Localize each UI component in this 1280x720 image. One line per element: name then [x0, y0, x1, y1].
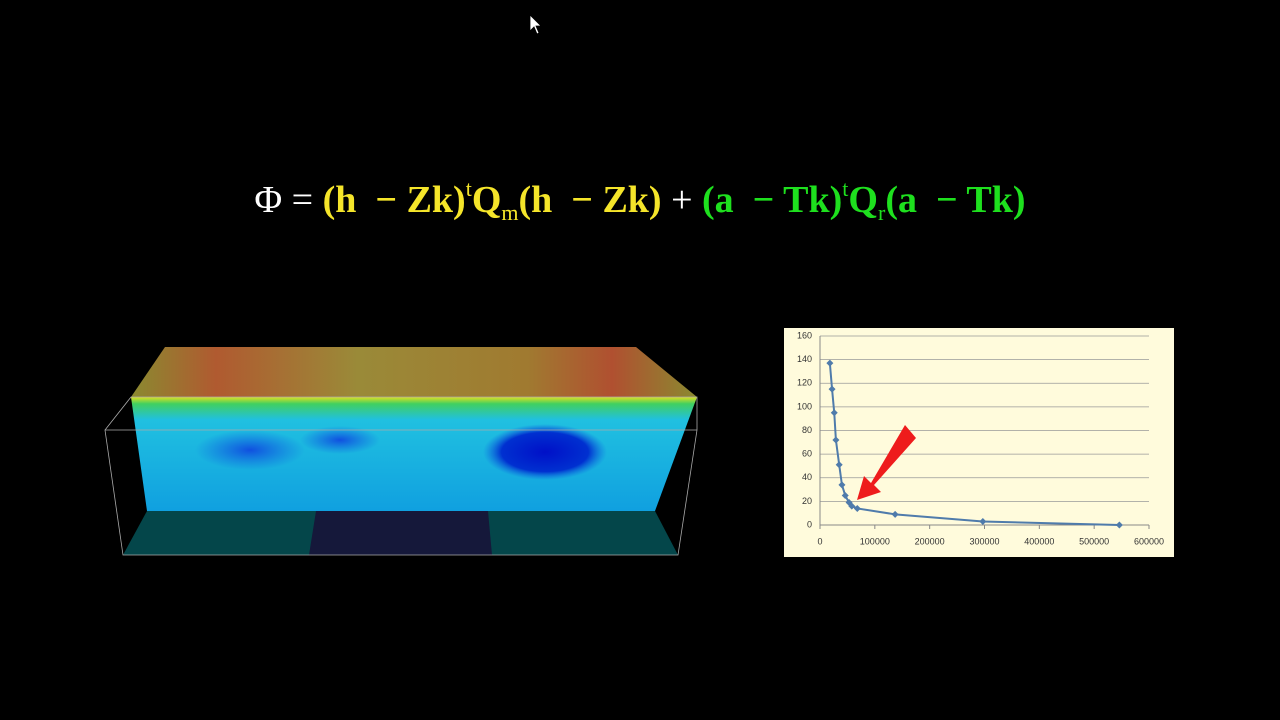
low-zone	[483, 424, 607, 480]
eq-part: Q	[848, 179, 878, 221]
y-tick-label: 60	[802, 449, 812, 459]
y-tick-label: 20	[802, 496, 812, 506]
y-tick-label: 160	[797, 330, 812, 340]
y-tick-label: 80	[802, 425, 812, 435]
model-3d	[104, 347, 698, 556]
x-tick-label: 100000	[860, 536, 890, 546]
y-tick-label: 40	[802, 472, 812, 482]
eq-part: t	[842, 176, 849, 201]
x-tick-label: 400000	[1024, 536, 1054, 546]
cursor	[529, 14, 542, 35]
low-zone	[300, 426, 380, 454]
eq-part: (a − Tk)	[702, 179, 843, 221]
point	[891, 510, 899, 518]
point	[832, 436, 840, 444]
bottom-face-dark	[309, 511, 492, 555]
chart: 0 20 40 60 80 100 120 140 160 0 100000 200000 300000…	[797, 330, 1164, 546]
frame	[104, 396, 698, 556]
point	[835, 461, 843, 469]
point	[830, 409, 838, 417]
y-tick-label: 120	[797, 378, 812, 388]
eq-part: r	[877, 200, 886, 225]
eq-part: (h − Zk)	[518, 179, 662, 221]
x-tick-label: 200000	[915, 536, 945, 546]
point	[1115, 521, 1123, 529]
point	[828, 385, 836, 393]
point	[826, 359, 834, 367]
eq-part: +	[671, 179, 693, 221]
x-tick-label: 0	[817, 536, 822, 546]
point	[853, 504, 861, 512]
eq-part: Q	[471, 179, 502, 221]
top-face	[131, 347, 697, 397]
x-tick-label: 500000	[1079, 536, 1109, 546]
point	[848, 502, 856, 510]
eq-part: t	[465, 176, 472, 201]
eq-part: m	[501, 200, 519, 225]
eq-part: Φ =	[254, 179, 314, 221]
chart-bg	[784, 328, 1174, 557]
eq-part: (a − Tk)	[885, 179, 1026, 221]
point	[979, 517, 987, 525]
equation: Φ = (h − Zk)tQm(h − Zk) + (a − Tk)tQr(a …	[0, 176, 1280, 226]
y-tick-label: 0	[807, 519, 812, 529]
point	[841, 491, 849, 499]
y-tick-label: 140	[797, 354, 812, 364]
eq-part: (h − Zk)	[322, 179, 466, 221]
y-tick-label: 100	[797, 401, 812, 411]
x-tick-label: 300000	[969, 536, 999, 546]
x-tick-label: 600000	[1134, 536, 1164, 546]
low-zone	[195, 430, 305, 470]
point	[838, 481, 846, 489]
arrow	[857, 425, 916, 500]
